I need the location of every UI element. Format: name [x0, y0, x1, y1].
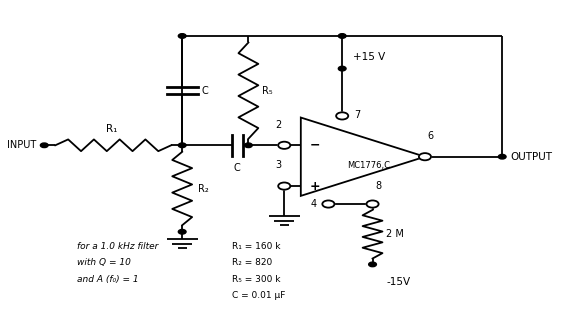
Circle shape — [178, 143, 186, 148]
Text: C: C — [202, 86, 208, 96]
Text: C: C — [234, 163, 241, 173]
Text: +: + — [309, 179, 320, 192]
Circle shape — [419, 153, 431, 160]
Text: 2 M: 2 M — [386, 229, 404, 239]
Text: R₅ = 300 k: R₅ = 300 k — [232, 275, 280, 284]
Text: 4: 4 — [310, 199, 316, 209]
Circle shape — [41, 143, 48, 148]
Text: with Q = 10: with Q = 10 — [77, 258, 131, 267]
Text: R₂ = 820: R₂ = 820 — [232, 258, 272, 267]
Text: R₅: R₅ — [262, 86, 273, 96]
Circle shape — [498, 155, 506, 159]
Text: R₁: R₁ — [106, 124, 118, 134]
Text: 8: 8 — [376, 181, 381, 191]
Text: R₂: R₂ — [198, 183, 208, 193]
Text: for a 1.0 kHz filter: for a 1.0 kHz filter — [77, 242, 159, 251]
Text: and A (f₀) = 1: and A (f₀) = 1 — [77, 275, 139, 284]
Text: 3: 3 — [276, 161, 282, 170]
Circle shape — [278, 182, 291, 190]
Circle shape — [244, 143, 252, 148]
Text: -15V: -15V — [386, 277, 410, 287]
Text: 6: 6 — [428, 131, 434, 141]
Circle shape — [369, 262, 377, 267]
Text: +15 V: +15 V — [353, 52, 386, 62]
Circle shape — [367, 200, 378, 207]
Circle shape — [278, 142, 291, 149]
Circle shape — [323, 200, 334, 207]
Text: OUTPUT: OUTPUT — [511, 152, 552, 162]
Text: 7: 7 — [354, 110, 360, 120]
Circle shape — [336, 112, 348, 120]
Circle shape — [178, 229, 186, 234]
Text: INPUT: INPUT — [7, 140, 36, 150]
Circle shape — [178, 34, 186, 38]
Text: 2: 2 — [276, 120, 282, 130]
Circle shape — [338, 66, 346, 71]
Text: R₁ = 160 k: R₁ = 160 k — [232, 242, 280, 251]
Circle shape — [338, 34, 346, 38]
Text: −: − — [309, 139, 320, 152]
Text: C = 0.01 μF: C = 0.01 μF — [232, 291, 285, 300]
Text: MC1776,C: MC1776,C — [347, 161, 390, 170]
